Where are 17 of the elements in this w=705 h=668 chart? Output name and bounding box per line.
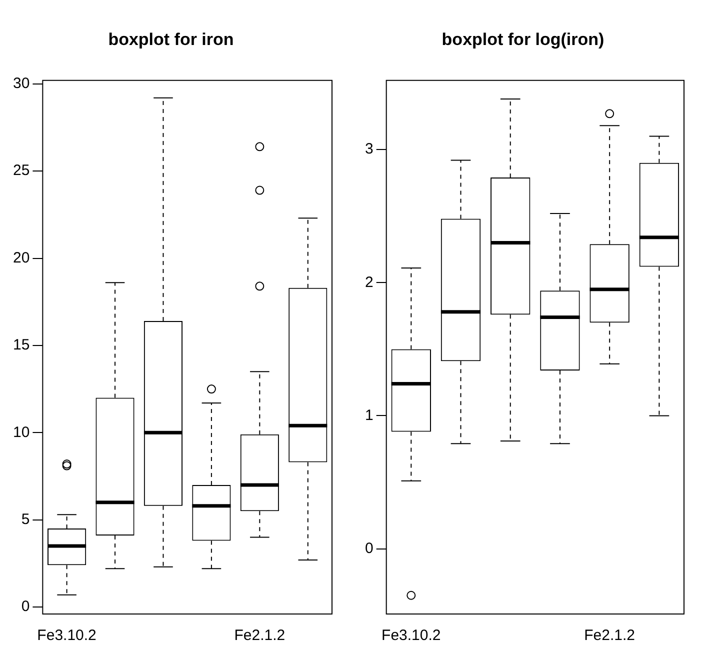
- y-tick-label: 20: [12, 249, 30, 266]
- y-tick-label: 1: [365, 406, 374, 424]
- y-tick-label: 0: [365, 540, 374, 557]
- x-tick-label: Fe2.1.2: [584, 627, 636, 644]
- y-tick-label: 5: [21, 510, 30, 528]
- y-tick-label: 25: [12, 162, 30, 180]
- y-tick-label: 3: [365, 140, 374, 158]
- x-tick-label: Fe2.1.2: [234, 627, 286, 644]
- x-tick-label: Fe3.10.2: [382, 627, 441, 644]
- y-tick-label: 10: [12, 424, 30, 441]
- y-tick-label: 0: [21, 598, 30, 616]
- chart-title: boxplot for iron: [108, 30, 234, 49]
- y-tick-label: 30: [12, 75, 30, 92]
- x-tick-label: Fe3.10.2: [37, 627, 96, 644]
- y-tick-label: 15: [12, 336, 30, 354]
- y-tick-label: 2: [365, 274, 374, 291]
- chart-title: boxplot for log(iron): [442, 30, 604, 49]
